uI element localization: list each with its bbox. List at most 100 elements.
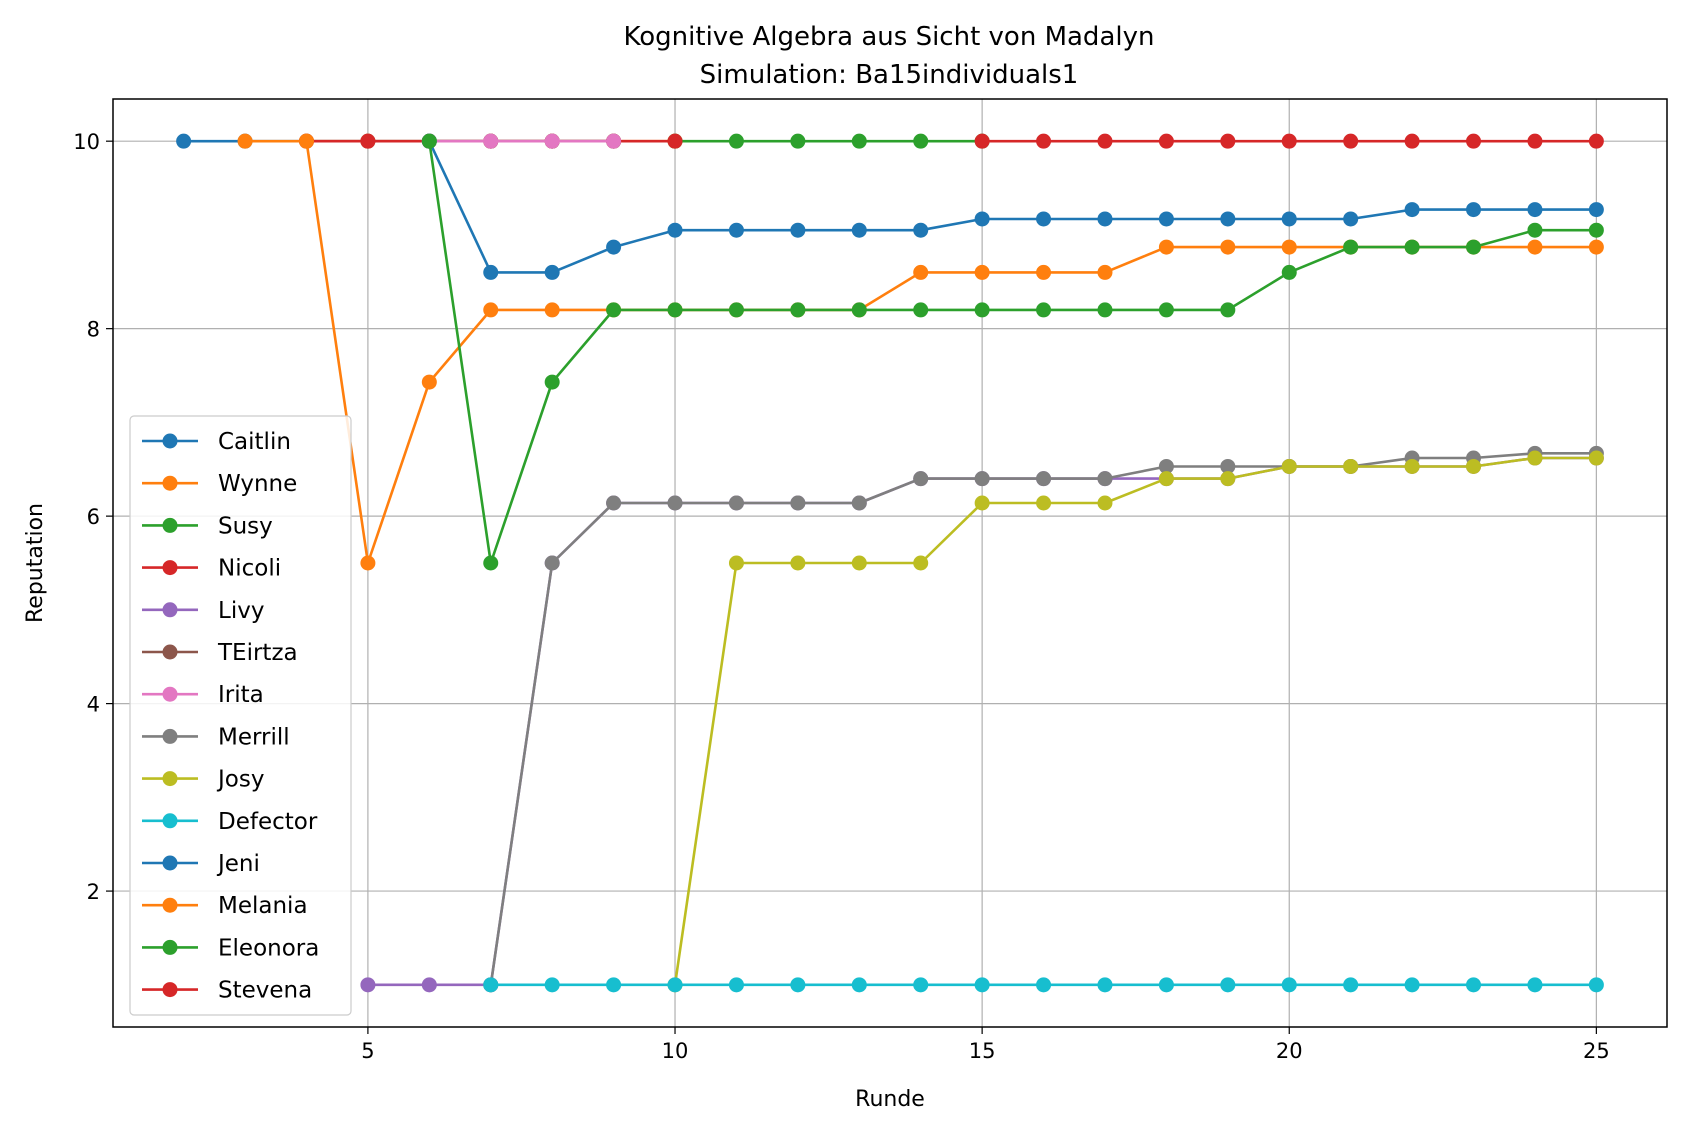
x-tick-label: 15 bbox=[969, 1039, 996, 1063]
data-point bbox=[1588, 202, 1604, 218]
data-point bbox=[1097, 977, 1113, 993]
data-point bbox=[421, 374, 437, 390]
legend-swatch-marker bbox=[162, 602, 178, 618]
data-point bbox=[1588, 222, 1604, 238]
data-point bbox=[1281, 239, 1297, 255]
chart-title: Kognitive Algebra aus Sicht von Madalyn bbox=[624, 22, 1155, 52]
legend-item: Merrill bbox=[142, 724, 290, 750]
data-point bbox=[1588, 977, 1604, 993]
legend-swatch-marker bbox=[162, 433, 178, 449]
data-point bbox=[1281, 458, 1297, 474]
data-point bbox=[913, 302, 929, 318]
data-point bbox=[1220, 458, 1236, 474]
data-point bbox=[606, 495, 622, 511]
y-tick-label: 4 bbox=[87, 693, 100, 717]
data-point bbox=[544, 374, 560, 390]
data-point bbox=[544, 555, 560, 571]
data-point bbox=[606, 977, 622, 993]
data-point bbox=[974, 133, 990, 149]
data-point bbox=[1097, 302, 1113, 318]
x-tick-label: 10 bbox=[662, 1039, 689, 1063]
legend-item: Jeni bbox=[142, 851, 260, 877]
data-point bbox=[1220, 239, 1236, 255]
data-point bbox=[728, 133, 744, 149]
data-point bbox=[483, 264, 499, 280]
x-axis-label: Runde bbox=[855, 1087, 925, 1112]
data-point bbox=[1036, 495, 1052, 511]
data-point bbox=[1527, 450, 1543, 466]
y-tick-label: 10 bbox=[73, 130, 100, 154]
data-point bbox=[851, 495, 867, 511]
legend-label: Susy bbox=[218, 513, 273, 539]
series-line bbox=[428, 140, 1597, 274]
legend-swatch-marker bbox=[162, 475, 178, 491]
data-point bbox=[1220, 211, 1236, 227]
y-tick-label: 8 bbox=[87, 318, 100, 342]
data-point bbox=[728, 977, 744, 993]
data-point bbox=[1466, 133, 1482, 149]
legend-item: Eleonora bbox=[142, 935, 319, 961]
legend-item: Josy bbox=[142, 767, 264, 793]
data-point bbox=[1404, 133, 1420, 149]
data-point bbox=[667, 222, 683, 238]
data-point bbox=[1036, 211, 1052, 227]
legend-swatch-marker bbox=[162, 939, 178, 955]
legend-label: Livy bbox=[218, 598, 264, 624]
data-point bbox=[851, 222, 867, 238]
legend-item: Susy bbox=[142, 513, 273, 539]
legend-item: Irita bbox=[142, 682, 264, 708]
data-point bbox=[1527, 977, 1543, 993]
data-point bbox=[1466, 977, 1482, 993]
legend-label: TEirtza bbox=[217, 640, 298, 666]
legend-label: Caitlin bbox=[218, 429, 291, 455]
data-point bbox=[1281, 133, 1297, 149]
data-point bbox=[974, 264, 990, 280]
series-stevena bbox=[974, 133, 1604, 149]
data-point bbox=[1158, 458, 1174, 474]
chart-subtitle: Simulation: Ba15individuals1 bbox=[700, 60, 1079, 90]
legend-swatch-marker bbox=[162, 517, 178, 533]
legend-item: Caitlin bbox=[142, 429, 291, 455]
data-point bbox=[1588, 133, 1604, 149]
series-josy bbox=[667, 450, 1604, 993]
data-point bbox=[851, 302, 867, 318]
data-point bbox=[790, 133, 806, 149]
data-point bbox=[1097, 264, 1113, 280]
data-point bbox=[913, 555, 929, 571]
data-point bbox=[851, 133, 867, 149]
data-point bbox=[1527, 222, 1543, 238]
data-point bbox=[1158, 977, 1174, 993]
legend-swatch-marker bbox=[162, 686, 178, 702]
legend-box bbox=[129, 415, 352, 1016]
legend-swatch-marker bbox=[162, 560, 178, 576]
data-point bbox=[1097, 495, 1113, 511]
legend-item: Nicoli bbox=[142, 556, 281, 582]
data-point bbox=[544, 302, 560, 318]
data-point bbox=[974, 495, 990, 511]
legend-item: TEirtza bbox=[142, 640, 298, 666]
data-point bbox=[1343, 977, 1359, 993]
data-point bbox=[667, 302, 683, 318]
legend-label: Josy bbox=[216, 767, 264, 793]
data-point bbox=[1527, 202, 1543, 218]
data-point bbox=[421, 977, 437, 993]
legend-swatch-marker bbox=[162, 728, 178, 744]
data-point bbox=[1220, 471, 1236, 487]
data-point bbox=[606, 133, 622, 149]
data-point bbox=[1343, 239, 1359, 255]
data-point bbox=[1036, 264, 1052, 280]
legend: Caitlin Wynne Susy Nicoli Livy TEirtza Irita Me… bbox=[129, 415, 352, 1016]
data-point bbox=[851, 555, 867, 571]
legend-label: Defector bbox=[218, 809, 318, 835]
data-point bbox=[483, 133, 499, 149]
data-point bbox=[790, 555, 806, 571]
x-tick-label: 5 bbox=[361, 1039, 374, 1063]
data-point bbox=[913, 264, 929, 280]
data-point bbox=[913, 977, 929, 993]
x-tick-label: 25 bbox=[1583, 1039, 1610, 1063]
data-point bbox=[1158, 133, 1174, 149]
legend-label: Merrill bbox=[218, 724, 290, 750]
data-series bbox=[176, 133, 1604, 993]
